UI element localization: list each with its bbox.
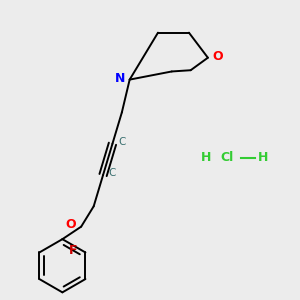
Text: H: H <box>257 151 268 164</box>
Text: O: O <box>66 218 76 231</box>
Text: O: O <box>213 50 223 63</box>
Text: F: F <box>69 244 78 257</box>
Text: C: C <box>109 168 116 178</box>
Text: C: C <box>118 137 125 147</box>
Text: H: H <box>201 151 211 164</box>
Text: N: N <box>115 71 125 85</box>
Text: Cl: Cl <box>220 151 233 164</box>
